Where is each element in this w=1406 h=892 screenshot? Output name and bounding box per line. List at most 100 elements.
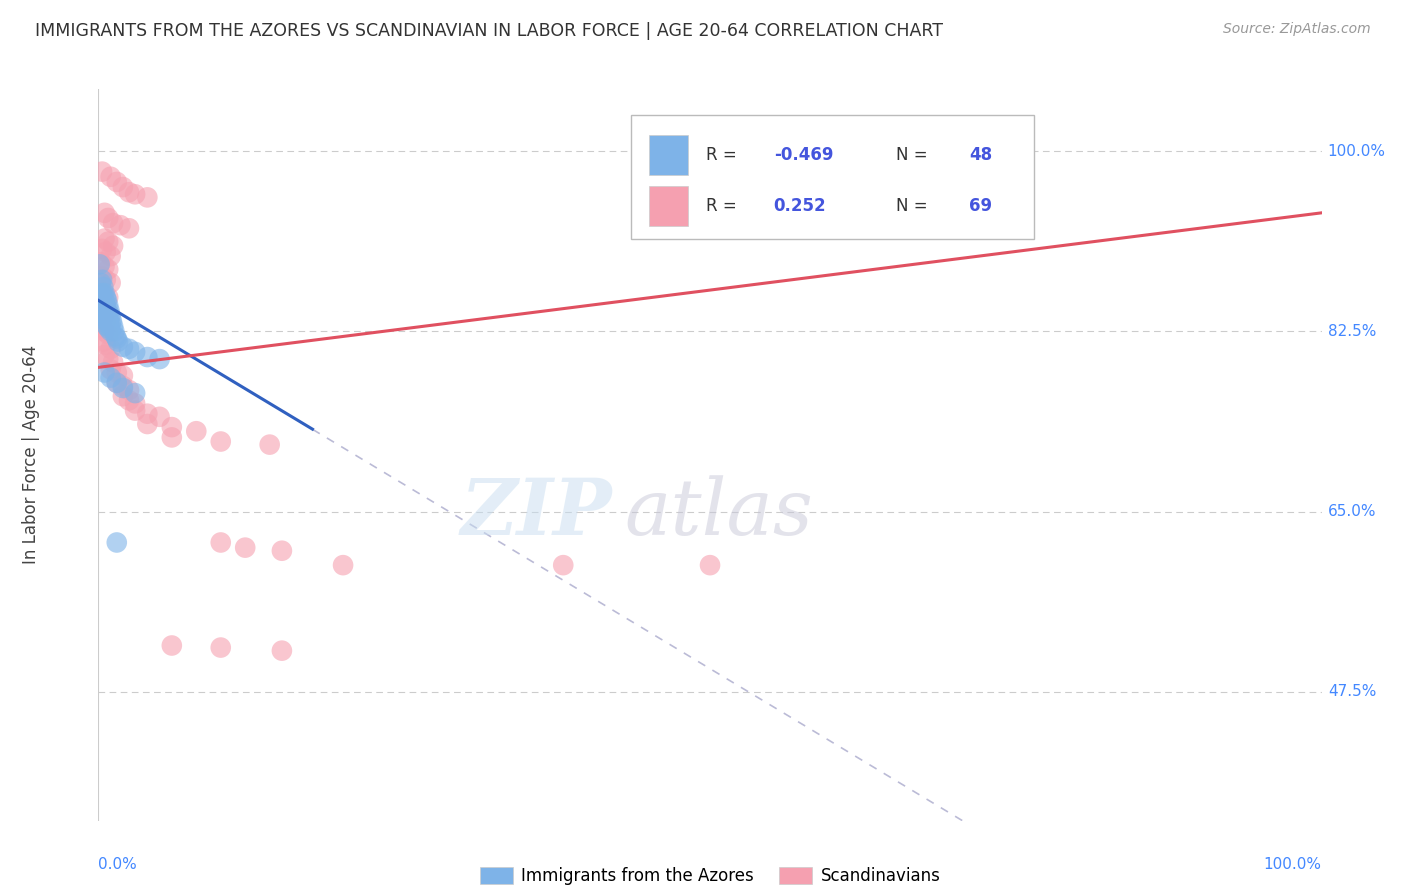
Text: 0.252: 0.252 bbox=[773, 197, 827, 215]
Point bbox=[270, 543, 294, 558]
Point bbox=[93, 303, 115, 318]
Point bbox=[101, 216, 124, 230]
Text: IMMIGRANTS FROM THE AZORES VS SCANDINAVIAN IN LABOR FORCE | AGE 20-64 CORRELATIO: IMMIGRANTS FROM THE AZORES VS SCANDINAVI… bbox=[35, 22, 943, 40]
Point bbox=[94, 307, 117, 321]
Point bbox=[97, 262, 120, 277]
Point bbox=[93, 324, 115, 338]
Text: 100.0%: 100.0% bbox=[1264, 857, 1322, 872]
Point bbox=[98, 319, 121, 334]
Point bbox=[186, 424, 208, 438]
Point bbox=[124, 187, 146, 202]
Point bbox=[160, 639, 183, 653]
Point bbox=[209, 640, 232, 655]
Point bbox=[136, 407, 159, 421]
Point bbox=[90, 276, 112, 290]
Point bbox=[91, 286, 114, 301]
Legend: Immigrants from the Azores, Scandinavians: Immigrants from the Azores, Scandinavian… bbox=[479, 867, 941, 886]
Point bbox=[97, 307, 120, 321]
Point bbox=[90, 290, 112, 304]
Text: 0.0%: 0.0% bbox=[98, 857, 138, 872]
Point bbox=[98, 303, 121, 318]
Point bbox=[91, 286, 114, 301]
Point bbox=[111, 340, 134, 354]
Point bbox=[91, 290, 114, 304]
Point bbox=[105, 366, 128, 380]
Text: Source: ZipAtlas.com: Source: ZipAtlas.com bbox=[1223, 22, 1371, 37]
Point bbox=[136, 350, 159, 364]
Point bbox=[93, 301, 115, 315]
Point bbox=[96, 310, 118, 325]
Point bbox=[100, 169, 122, 184]
Point bbox=[118, 383, 141, 397]
Point bbox=[124, 386, 146, 401]
Point bbox=[105, 331, 128, 345]
Point bbox=[94, 273, 117, 287]
Point bbox=[118, 393, 141, 408]
Point bbox=[136, 190, 159, 204]
Point bbox=[98, 310, 121, 325]
Text: N =: N = bbox=[896, 197, 932, 215]
Point bbox=[90, 307, 112, 321]
Point bbox=[111, 379, 134, 393]
Text: 48: 48 bbox=[969, 146, 993, 164]
Point bbox=[91, 269, 114, 284]
Bar bbox=[648, 186, 688, 227]
Point bbox=[105, 376, 128, 390]
Point bbox=[97, 321, 120, 335]
Point bbox=[91, 296, 114, 310]
Point bbox=[136, 417, 159, 431]
Point bbox=[160, 420, 183, 434]
Point bbox=[97, 352, 120, 367]
Point bbox=[94, 290, 117, 304]
Point bbox=[124, 345, 146, 359]
Point bbox=[100, 324, 122, 338]
FancyBboxPatch shape bbox=[630, 115, 1035, 239]
Point bbox=[553, 558, 575, 573]
Point bbox=[101, 355, 124, 369]
Point bbox=[96, 303, 118, 318]
Point bbox=[94, 314, 117, 328]
Point bbox=[91, 321, 114, 335]
Point bbox=[124, 396, 146, 410]
Text: -0.469: -0.469 bbox=[773, 146, 834, 164]
Point bbox=[118, 185, 141, 199]
Point bbox=[93, 366, 115, 380]
Point bbox=[93, 231, 115, 245]
Point bbox=[90, 255, 112, 269]
Point bbox=[93, 286, 115, 301]
Point bbox=[97, 211, 120, 225]
Point bbox=[149, 409, 172, 424]
Point bbox=[91, 273, 114, 287]
Point bbox=[91, 310, 114, 325]
Point bbox=[91, 299, 114, 313]
Point bbox=[94, 314, 117, 328]
Point bbox=[93, 206, 115, 220]
Point bbox=[90, 283, 112, 297]
Point bbox=[101, 319, 124, 334]
Text: In Labor Force | Age 20-64: In Labor Force | Age 20-64 bbox=[22, 345, 41, 565]
Point bbox=[97, 327, 120, 342]
Point bbox=[209, 434, 232, 449]
Point bbox=[100, 362, 122, 376]
Point bbox=[124, 403, 146, 417]
Point bbox=[94, 337, 117, 351]
Text: 100.0%: 100.0% bbox=[1327, 144, 1386, 159]
Point bbox=[259, 437, 281, 451]
Point bbox=[107, 334, 129, 349]
Point bbox=[111, 368, 134, 383]
Point bbox=[96, 303, 118, 318]
Text: 69: 69 bbox=[969, 197, 993, 215]
Point bbox=[111, 180, 134, 194]
Point bbox=[105, 376, 128, 390]
Point bbox=[332, 558, 354, 573]
Point bbox=[93, 310, 115, 325]
Point bbox=[233, 541, 256, 555]
Text: R =: R = bbox=[706, 146, 742, 164]
Text: N =: N = bbox=[896, 146, 932, 164]
Point bbox=[97, 314, 120, 328]
Point bbox=[111, 389, 134, 403]
Text: 82.5%: 82.5% bbox=[1327, 324, 1376, 339]
Point bbox=[100, 342, 122, 356]
Point bbox=[91, 242, 114, 256]
Point bbox=[118, 221, 141, 235]
